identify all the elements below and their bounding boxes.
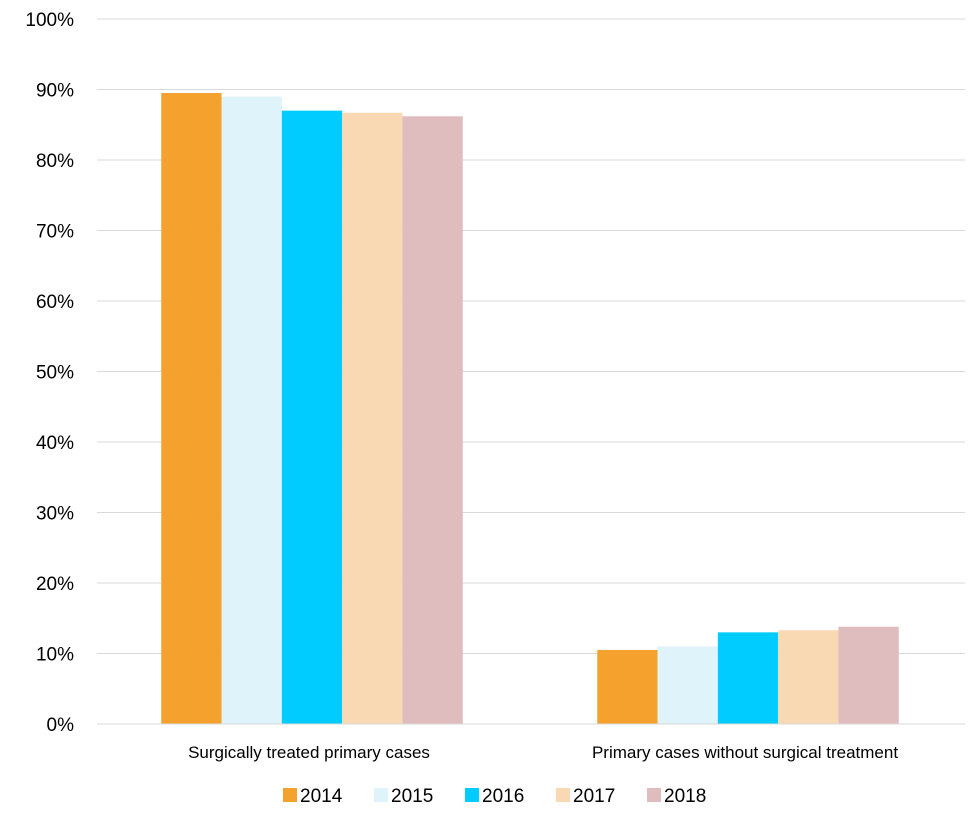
y-tick-label: 30% (36, 504, 74, 525)
x-category-label: Primary cases without surgical treatment (592, 743, 898, 762)
y-tick-label: 70% (36, 222, 74, 243)
y-tick-label: 90% (36, 81, 74, 102)
bars (161, 93, 899, 725)
y-tick-label: 0% (47, 715, 75, 736)
legend-label-2014: 2014 (300, 786, 343, 807)
bar-2018-without-surgical-treatment (838, 626, 899, 724)
y-tick-label: 60% (36, 292, 74, 313)
x-category-label: Surgically treated primary cases (188, 743, 430, 762)
x-axis-category-labels: Surgically treated primary cases Primary … (188, 743, 898, 762)
legend-label-2015: 2015 (391, 786, 433, 807)
bar-2016-surgically-treated (281, 110, 343, 724)
bar-2015-without-surgical-treatment (657, 646, 718, 724)
y-tick-label: 80% (36, 151, 74, 172)
legend-swatch-2014 (283, 788, 297, 802)
y-tick-label: 10% (36, 645, 74, 666)
y-tick-label: 100% (25, 10, 74, 31)
y-axis-tick-labels: 0% 10% 20% 30% 40% 50% 60% 70% 80% 90% 100% (25, 10, 74, 736)
legend-swatch-2018 (647, 788, 661, 802)
y-tick-label: 20% (36, 574, 74, 595)
legend-label-2016: 2016 (482, 786, 524, 807)
legend-swatch-2015 (374, 788, 388, 802)
legend-label-2017: 2017 (573, 786, 615, 807)
bar-2015-surgically-treated (221, 96, 282, 725)
y-tick-label: 50% (36, 363, 74, 384)
y-tick-label: 40% (36, 433, 74, 454)
legend: 2014 2015 2016 2017 2018 (283, 786, 706, 807)
bar-2018-surgically-treated (402, 116, 463, 725)
bar-2016-without-surgical-treatment (717, 632, 779, 724)
bar-2017-surgically-treated (342, 112, 403, 724)
legend-label-2018: 2018 (664, 786, 706, 807)
legend-swatch-2017 (556, 788, 570, 802)
bar-2014-surgically-treated (161, 93, 222, 724)
legend-swatch-2016 (465, 788, 479, 802)
bar-2014-without-surgical-treatment (597, 649, 658, 724)
bar-2017-without-surgical-treatment (778, 630, 839, 724)
